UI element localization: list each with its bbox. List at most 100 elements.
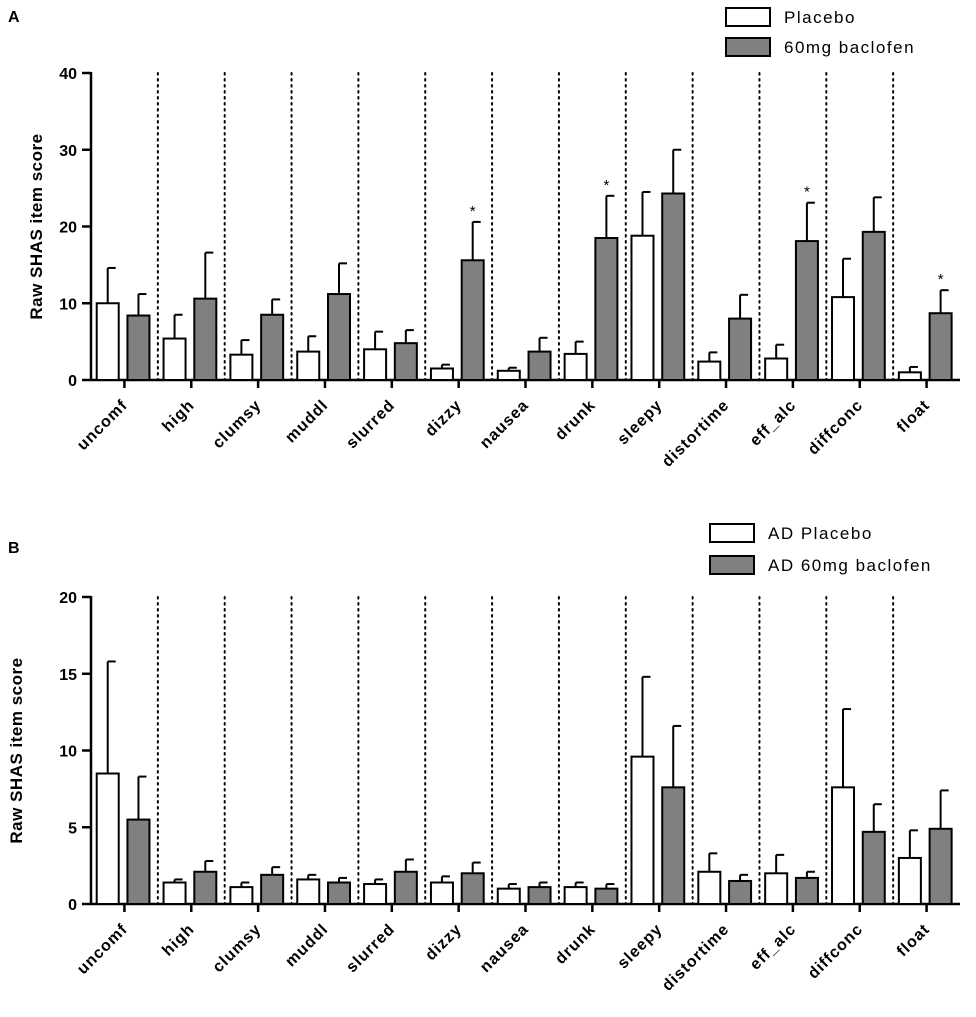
bar-placebo-uncomf [95, 302, 120, 381]
legend-swatch-placebo [709, 523, 755, 543]
y-tick-label: 30 [59, 143, 77, 160]
bar-placebo-distortime [697, 360, 722, 381]
legend-label-placebo: AD Placebo [768, 524, 873, 543]
bar-baclofen-uncomf [126, 314, 151, 381]
category-label-diffconc: diffconc [805, 921, 867, 983]
bar-baclofen-float [928, 312, 953, 382]
bar-baclofen-float [928, 827, 953, 905]
category-label-clumsy: clumsy [210, 921, 265, 976]
y-axis-label: Raw SHAS item score [7, 657, 26, 843]
y-tick-label: 40 [59, 66, 77, 83]
category-label-sleepy: sleepy [615, 397, 666, 448]
y-tick-label: 15 [59, 667, 77, 684]
bar-placebo-float [897, 856, 922, 906]
bar-placebo-sleepy [630, 755, 655, 906]
bar-placebo-drunk [563, 352, 588, 381]
bar-baclofen-eff_alc [794, 240, 819, 381]
bar-placebo-clumsy [229, 353, 254, 381]
category-label-eff_alc: eff_alc [747, 921, 800, 974]
category-label-muddl: muddl [282, 397, 331, 446]
category-label-dizzy: dizzy [422, 921, 465, 964]
bar-placebo-sleepy [630, 234, 655, 381]
category-label-drunk: drunk [552, 397, 599, 444]
category-label-slurred: slurred [343, 397, 398, 452]
bar-placebo-diffconc [831, 786, 856, 906]
panel-letter: A [8, 9, 20, 26]
bar-baclofen-nausea [527, 350, 552, 382]
significance-mark: * [470, 203, 476, 220]
bar-baclofen-distortime [728, 879, 753, 905]
bar-placebo-float [897, 371, 922, 382]
legend-label-baclofen: 60mg baclofen [784, 38, 915, 57]
y-axis-label: Raw SHAS item score [27, 133, 46, 319]
bar-placebo-high [162, 337, 187, 381]
category-label-high: high [159, 397, 198, 436]
chart-panel-a: A 0 10 20 30 40 Raw SHAS item score uncomf high c… [8, 7, 960, 471]
y-tick-label: 10 [59, 744, 77, 761]
category-label-distortime: distortime [659, 921, 733, 995]
bar-placebo-clumsy [229, 886, 254, 905]
category-label-high: high [159, 921, 198, 960]
bar-placebo-drunk [563, 886, 588, 905]
category-label-nausea: nausea [477, 397, 532, 452]
bar-placebo-slurred [363, 348, 388, 381]
bar-placebo-eff_alc [764, 872, 789, 905]
chart-panel-b: B 0 5 10 15 20 Raw SHAS item score uncomf high cl… [7, 523, 960, 995]
category-label-uncomf: uncomf [74, 397, 131, 454]
category-label-dizzy: dizzy [422, 397, 465, 440]
bar-placebo-dizzy [429, 367, 454, 381]
bar-baclofen-slurred [393, 870, 418, 906]
bar-baclofen-diffconc [861, 230, 886, 381]
bar-baclofen-high [193, 297, 218, 381]
bar-baclofen-clumsy [260, 873, 285, 906]
category-label-nausea: nausea [477, 921, 532, 976]
significance-mark: * [804, 184, 810, 201]
bar-placebo-high [162, 881, 187, 906]
category-label-drunk: drunk [552, 921, 599, 968]
bar-baclofen-drunk [594, 237, 619, 381]
bar-baclofen-muddl [326, 293, 351, 382]
bar-baclofen-eff_alc [794, 876, 819, 906]
legend-swatch-baclofen [725, 37, 771, 57]
category-label-diffconc: diffconc [805, 397, 867, 459]
bar-baclofen-drunk [594, 887, 619, 906]
bar-baclofen-dizzy [460, 259, 485, 381]
y-tick-label: 10 [59, 296, 77, 313]
bar-placebo-diffconc [831, 296, 856, 381]
bar-placebo-eff_alc [764, 357, 789, 382]
category-label-float: float [894, 921, 933, 960]
legend-label-placebo: Placebo [784, 8, 856, 27]
bar-placebo-nausea [496, 887, 521, 906]
bar-baclofen-dizzy [460, 872, 485, 905]
category-label-slurred: slurred [343, 921, 398, 976]
bar-baclofen-sleepy [661, 786, 686, 906]
bar-baclofen-muddl [326, 881, 351, 906]
significance-mark: * [603, 177, 609, 194]
y-tick-label: 20 [59, 590, 77, 607]
legend-swatch-placebo [725, 7, 771, 27]
bar-baclofen-high [193, 870, 218, 906]
category-label-float: float [894, 397, 933, 436]
bar-placebo-dizzy [429, 881, 454, 906]
y-tick-label: 0 [68, 373, 77, 390]
y-tick-label: 0 [68, 897, 77, 914]
y-tick-label: 5 [68, 820, 77, 837]
bar-placebo-slurred [363, 883, 388, 905]
y-tick-label: 20 [59, 220, 77, 237]
bar-placebo-muddl [296, 350, 321, 382]
bar-baclofen-nausea [527, 886, 552, 905]
category-label-clumsy: clumsy [210, 397, 265, 452]
category-label-uncomf: uncomf [74, 921, 131, 978]
bar-baclofen-sleepy [661, 192, 686, 381]
significance-mark: * [938, 271, 944, 288]
category-label-distortime: distortime [659, 397, 733, 471]
bar-placebo-nausea [496, 369, 521, 382]
category-label-sleepy: sleepy [615, 921, 666, 972]
legend-label-baclofen: AD 60mg baclofen [768, 556, 932, 575]
panel-letter: B [8, 540, 20, 557]
bar-placebo-uncomf [95, 772, 120, 906]
bar-placebo-muddl [296, 878, 321, 906]
bar-baclofen-diffconc [861, 830, 886, 905]
category-label-eff_alc: eff_alc [747, 397, 800, 450]
